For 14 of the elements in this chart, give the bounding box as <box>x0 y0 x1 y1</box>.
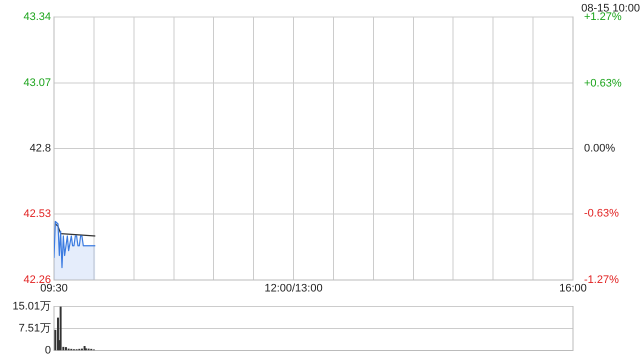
y-tick-label: 15.01万 <box>12 300 51 313</box>
y2-tick-label: -0.63% <box>584 208 620 220</box>
y-tick-label: 42.53 <box>23 208 51 220</box>
y-tick-label: 43.34 <box>23 11 51 24</box>
y2-tick-label: -1.27% <box>584 274 620 286</box>
x-tick-label: 16:00 <box>559 282 587 294</box>
y2-tick-label: +0.63% <box>584 77 622 90</box>
x-tick-label: 09:30 <box>40 282 68 294</box>
y-tick-label: 43.07 <box>23 76 51 89</box>
y-tick-label: 7.51万 <box>18 322 51 335</box>
y2-tick-label: 0.00% <box>584 142 616 155</box>
x-tick-label: 12:00/13:00 <box>264 282 323 294</box>
y-tick-label: 42.8 <box>30 142 51 155</box>
y-tick-label: 0 <box>44 344 51 356</box>
